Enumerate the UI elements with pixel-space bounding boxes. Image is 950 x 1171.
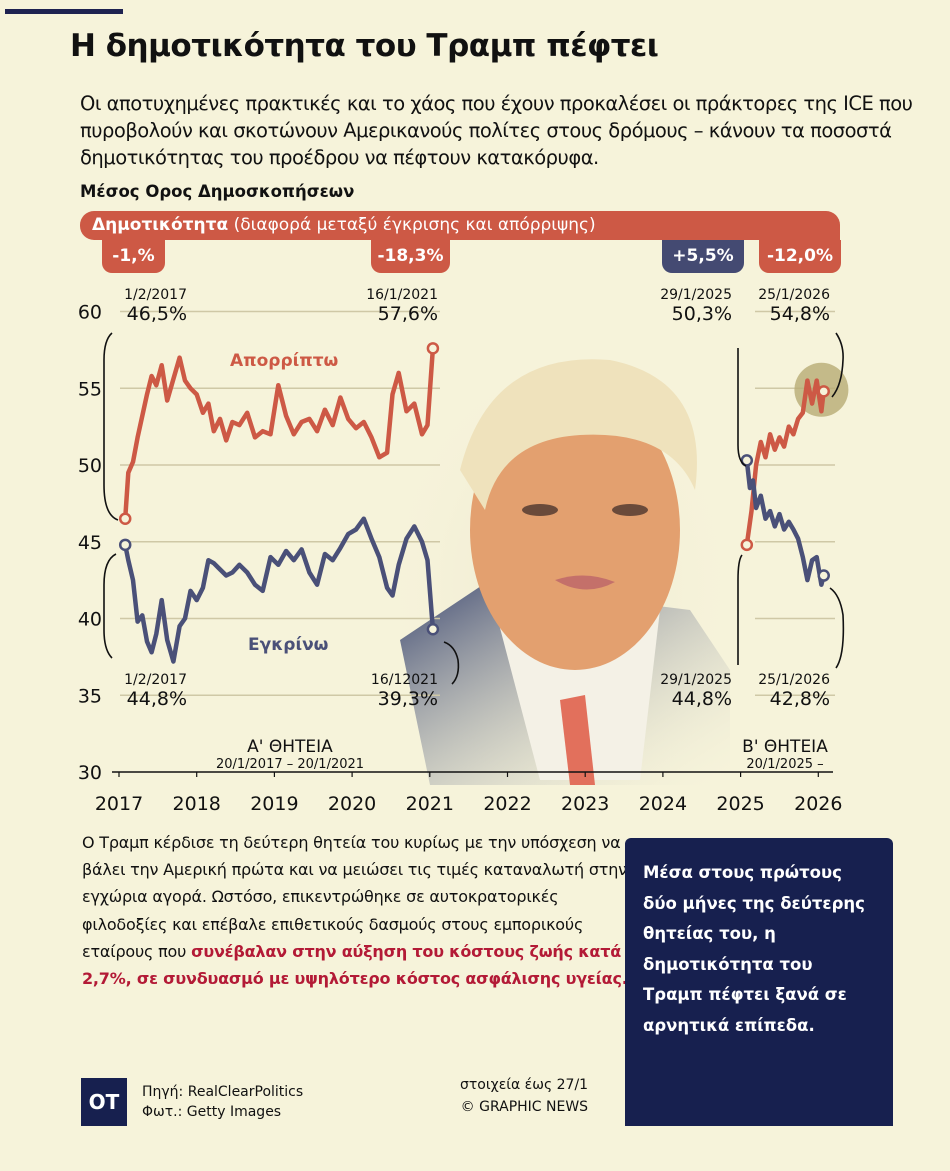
y-tick-label: 60 <box>78 302 102 324</box>
approve-line-segment <box>744 460 826 587</box>
annotation-arrow <box>737 348 747 467</box>
y-tick-label: 55 <box>78 378 102 400</box>
data-until-text: στοιχεία έως 27/1 <box>460 1077 589 1093</box>
page-title: Η δημοτικότητα του Τραμπ πέφτει <box>70 28 659 64</box>
x-tick-label: 2017 <box>95 793 143 815</box>
approve-endpoint-marker <box>118 538 132 552</box>
x-tick-label: 2021 <box>406 793 454 815</box>
popularity-banner: Δημοτικότητα (διαφορά μεταξύ έγκρισης κα… <box>80 211 840 240</box>
annotation-arrow <box>829 587 845 669</box>
series-label-approve: Εγκρίνω <box>248 635 329 655</box>
y-tick-label: 45 <box>78 532 102 554</box>
second-term-label: Β' ΘΗΤΕΙΑ 20/1/2025 – <box>730 737 840 772</box>
net-tag-start-t2: +5,5% <box>662 240 744 273</box>
y-axis-ticks: 30 35 40 45 50 55 60 <box>78 302 102 785</box>
annotation-disapprove-latest: 25/1/2026 54,8% <box>738 287 830 325</box>
annotation-value: 50,3% <box>671 303 732 325</box>
disapprove-endpoint-marker <box>118 512 132 525</box>
annotation-approve-end-t1: 16/12021 39,3% <box>340 672 438 710</box>
annotation-date: 1/2/2017 <box>124 672 187 688</box>
annotation-value: 57,6% <box>377 303 438 325</box>
approve-endpoint-marker <box>740 454 754 467</box>
second-term-dates: 20/1/2025 – <box>746 757 824 772</box>
callout-box: Μέσα στους πρώτους δύο μήνες της δεύτερη… <box>625 838 893 1126</box>
annotation-date: 16/1/2021 <box>366 287 438 303</box>
footer-credits: στοιχεία έως 27/1 © GRAPHIC NEWS <box>460 1074 588 1118</box>
y-tick-label: 40 <box>78 609 102 631</box>
net-tag-start-t1: -1,% <box>102 240 165 273</box>
disapprove-endpoint-marker <box>740 538 754 552</box>
y-tick-label: 50 <box>78 455 102 477</box>
annotation-disapprove-start-t2: 29/1/2025 50,3% <box>640 287 732 325</box>
section-label: Μέσος Ορος Δημοσκοπήσεων <box>80 182 355 201</box>
annotation-disapprove-end-t1: 16/1/2021 57,6% <box>340 287 438 325</box>
first-term-name: Α' ΘΗΤΕΙΑ <box>247 737 333 757</box>
x-tick-label: 2026 <box>794 793 842 815</box>
body-text-highlight: συνέβαλαν στην αύξηση του κόστους ζωής κ… <box>82 941 628 989</box>
portrait-photo <box>390 340 730 785</box>
approve-line-segment <box>122 516 436 664</box>
x-tick-label: 2023 <box>561 793 609 815</box>
annotation-date: 16/12021 <box>370 672 438 688</box>
approve-endpoint-marker <box>817 569 830 582</box>
annotation-value: 44,8% <box>671 688 732 710</box>
footer-sources: Πηγή: RealClearPolitics Φωτ.: Getty Imag… <box>142 1082 303 1122</box>
first-term-dates: 20/1/2017 – 20/1/2021 <box>215 757 365 772</box>
ot-logo: OT <box>81 1078 127 1126</box>
subtitle: Οι αποτυχημένες πρακτικές και το χάος πο… <box>80 92 913 169</box>
annotation-approve-latest: 25/1/2026 42,8% <box>738 672 830 710</box>
net-tag-end-t1: -18,3% <box>371 240 450 273</box>
body-text: Ο Τραμπ κέρδισε τη δεύτερη θητεία του κυ… <box>82 829 632 992</box>
popularity-banner-bold: Δημοτικότητα <box>92 215 229 235</box>
top-rule <box>5 9 123 14</box>
source-text: Πηγή: RealClearPolitics <box>142 1084 304 1100</box>
annotation-arrow <box>737 554 743 665</box>
y-tick-label: 30 <box>78 762 102 784</box>
annotation-approve-start-t2: 29/1/2025 44,8% <box>640 672 732 710</box>
popularity-banner-rest: (διαφορά μεταξύ έγκρισης και απόρριψης) <box>228 215 596 235</box>
chart-gridlines <box>120 310 835 697</box>
x-tick-label: 2025 <box>716 793 764 815</box>
chart-markers <box>118 342 830 636</box>
annotation-arrow <box>103 553 117 659</box>
annotation-value: 39,3% <box>377 688 438 710</box>
annotation-date: 29/1/2025 <box>660 287 732 303</box>
x-tick-label: 2019 <box>250 793 298 815</box>
annotation-arrows <box>103 332 845 685</box>
first-term-label: Α' ΘΗΤΕΙΑ 20/1/2017 – 20/1/2021 <box>190 737 390 772</box>
chart-lines <box>122 348 826 664</box>
disapprove-endpoint-marker <box>426 342 440 355</box>
body-text-plain: Ο Τραμπ κέρδισε τη δεύτερη θητεία του κυ… <box>82 833 627 961</box>
annotation-value: 54,8% <box>769 303 830 325</box>
series-label-disapprove: Απορρίπτω <box>230 351 339 371</box>
annotation-approve-start: 1/2/2017 44,8% <box>95 672 187 710</box>
x-axis: 2017 2018 2019 2020 2021 2022 2023 2024 2025 2026 <box>95 771 842 815</box>
annotation-date: 25/1/2026 <box>758 672 830 688</box>
annotation-disapprove-start: 1/2/2017 46,5% <box>95 287 187 325</box>
x-tick-label: 2020 <box>328 793 376 815</box>
annotation-value: 46,5% <box>126 303 187 325</box>
disapprove-line-segment <box>122 348 436 519</box>
annotation-date: 25/1/2026 <box>758 287 830 303</box>
x-tick-label: 2022 <box>483 793 531 815</box>
annotation-value: 42,8% <box>769 688 830 710</box>
photo-credit: Φωτ.: Getty Images <box>142 1104 282 1120</box>
annotation-date: 1/2/2017 <box>124 287 187 303</box>
copyright-text: © GRAPHIC NEWS <box>460 1099 589 1115</box>
disapprove-endpoint-marker <box>817 385 830 398</box>
net-tag-latest: -12,0% <box>759 240 841 273</box>
annotation-arrow <box>103 332 119 521</box>
annotation-date: 29/1/2025 <box>660 672 732 688</box>
annotation-arrow <box>443 641 460 685</box>
annotation-value: 44,8% <box>126 688 187 710</box>
x-tick-label: 2024 <box>639 793 687 815</box>
y-tick-label: 35 <box>78 685 102 707</box>
second-term-name: Β' ΘΗΤΕΙΑ <box>742 737 828 757</box>
annotation-arrow <box>831 332 844 398</box>
x-tick-label: 2018 <box>173 793 221 815</box>
disapprove-line-segment <box>744 378 826 546</box>
approve-endpoint-marker <box>426 622 440 636</box>
